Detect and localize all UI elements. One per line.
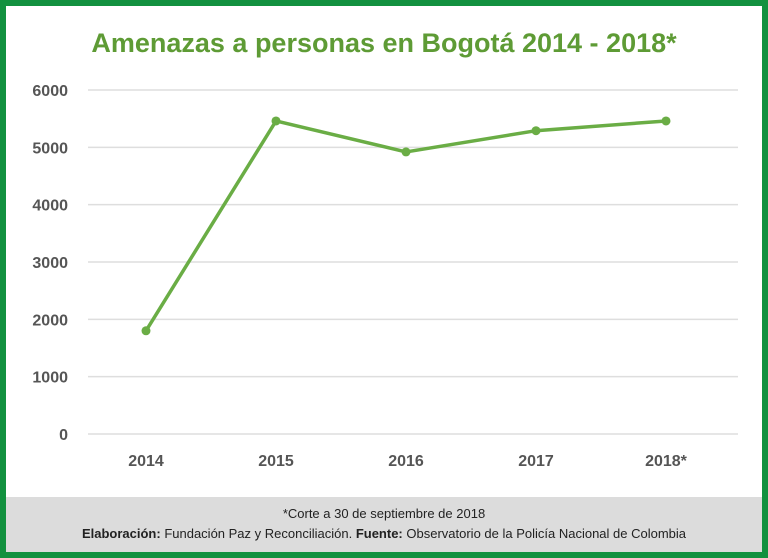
y-tick-label: 3000 <box>32 255 68 272</box>
elab-value: Fundación Paz y Reconciliación. <box>160 526 356 541</box>
y-tick-label: 6000 <box>32 83 68 100</box>
x-tick-label: 2015 <box>258 453 294 470</box>
data-point <box>531 126 541 136</box>
data-point <box>141 326 151 336</box>
y-tick-label: 2000 <box>32 312 68 329</box>
elab-label: Elaboración: <box>81 526 161 541</box>
footer: *Corte a 30 de septiembre de 2018 Elabor… <box>6 497 762 552</box>
data-point <box>661 116 671 126</box>
source-value: Observatorio de la Policía Nacional de C… <box>402 526 687 541</box>
y-tick-label: 5000 <box>32 140 68 157</box>
y-tick-label: 0 <box>59 427 68 444</box>
data-point <box>271 116 281 126</box>
line-chart: 0 1000 2000 3000 4000 5000 6000 2014 2015 2016 201… <box>32 83 738 470</box>
x-tick-label: 2014 <box>128 453 164 470</box>
y-tick-label: 1000 <box>32 370 68 387</box>
data-point <box>401 147 411 157</box>
source-label: Fuente: <box>355 526 403 541</box>
x-tick-label: 2017 <box>518 453 554 470</box>
credits: Elaboración: Fundación Paz y Reconciliac… <box>6 526 762 541</box>
chart-title: Amenazas a personas en Bogotá 2014 - 201… <box>91 28 677 58</box>
x-tick-label: 2016 <box>388 453 424 470</box>
x-tick-label: 2018* <box>645 453 688 470</box>
footnote: *Corte a 30 de septiembre de 2018 <box>282 506 486 521</box>
y-tick-label: 4000 <box>32 198 68 215</box>
